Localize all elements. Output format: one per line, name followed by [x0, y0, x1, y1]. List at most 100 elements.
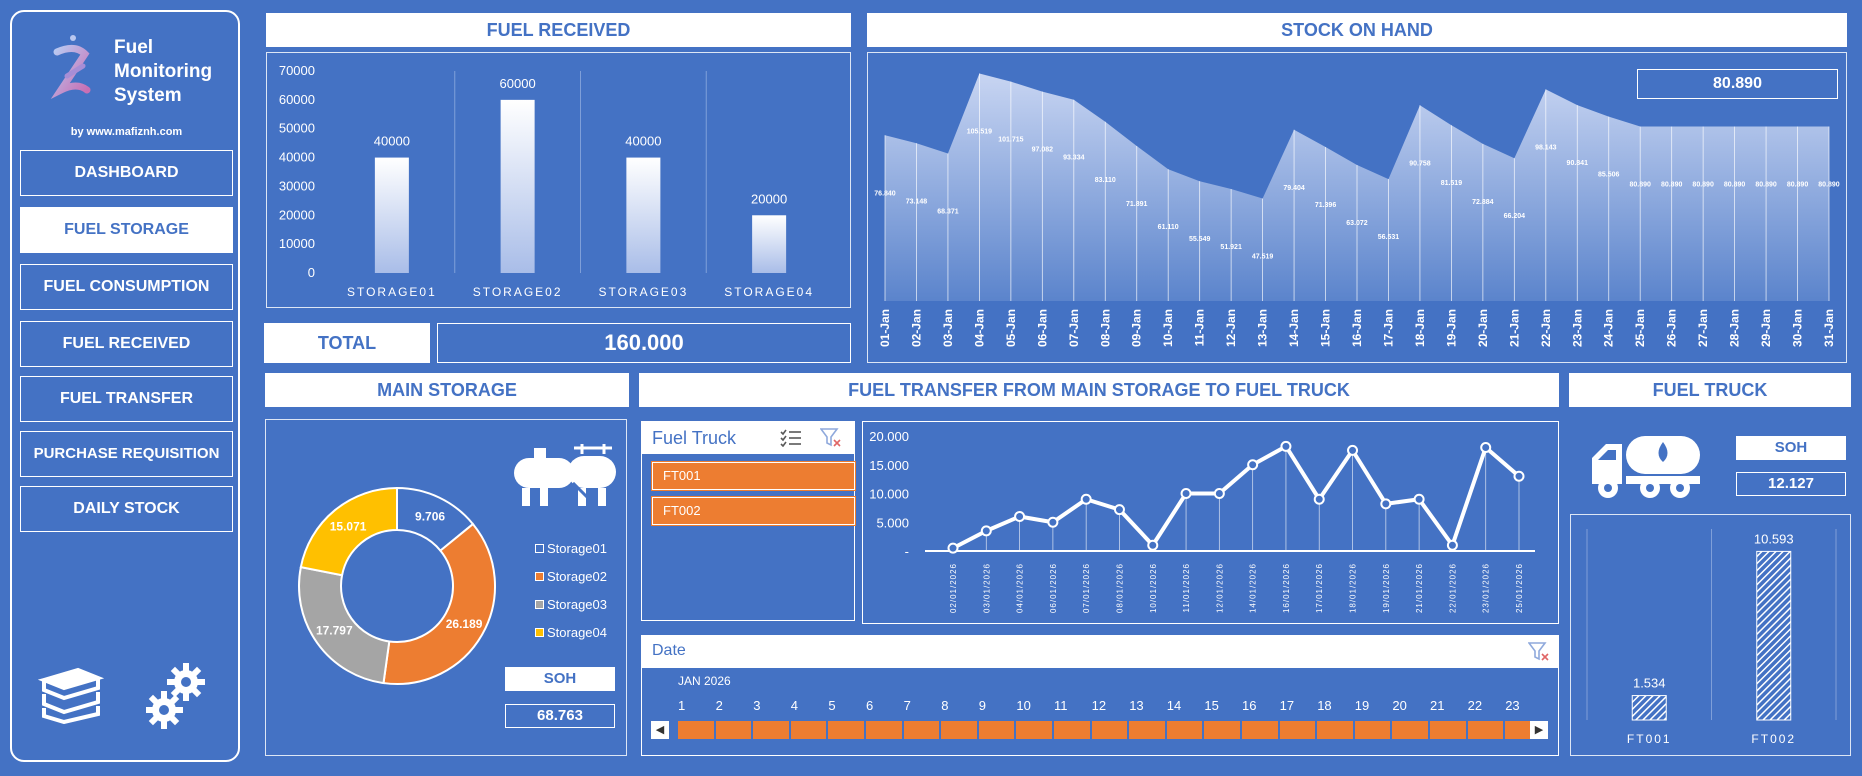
x-tick-label: 29-Jan	[1759, 309, 1773, 347]
date-day-block[interactable]	[1430, 721, 1466, 739]
slicer-item-ft002[interactable]: FT002	[651, 496, 856, 526]
data-label: 80.890	[1818, 182, 1840, 189]
main-storage-soh-value: 68.763	[505, 704, 615, 728]
x-tick-label: 21-Jan	[1507, 309, 1521, 347]
y-tick-label: 5.000	[876, 515, 909, 530]
nav-fuel-consumption-button[interactable]: FUEL CONSUMPTION	[20, 264, 233, 310]
data-label: 80.890	[1692, 182, 1714, 189]
slicer-item-ft001[interactable]: FT001	[651, 461, 856, 491]
date-day-block[interactable]	[1242, 721, 1278, 739]
data-label: 60000	[500, 76, 536, 91]
date-day-block[interactable]	[1129, 721, 1165, 739]
x-tick-label: 22-Jan	[1539, 309, 1553, 347]
app-title-line2: Monitoring	[114, 61, 213, 82]
date-day-label: 18	[1317, 698, 1332, 713]
bar-ft001	[1631, 695, 1667, 721]
data-label: 80.890	[1661, 182, 1683, 189]
bar-storage01	[374, 157, 409, 273]
x-tick-label: 21/01/2026	[1415, 563, 1424, 613]
x-tick-label: 17/01/2026	[1315, 563, 1324, 613]
stock-on-hand-value: 80.890	[1637, 69, 1838, 99]
date-day-block[interactable]	[1016, 721, 1052, 739]
x-tick-label: STORAGE04	[724, 285, 814, 299]
date-day-block[interactable]	[903, 721, 940, 739]
x-tick-label: 14/01/2026	[1249, 563, 1258, 613]
legend-label: Storage01	[547, 541, 607, 556]
date-day-block[interactable]	[1279, 721, 1316, 739]
fuel-truck-title: FUEL TRUCK	[1569, 373, 1851, 407]
date-day-block[interactable]	[1354, 721, 1391, 739]
nav-dashboard-button[interactable]: DASHBOARD	[20, 150, 233, 196]
total-label: TOTAL	[264, 323, 430, 363]
date-day-block[interactable]	[1166, 721, 1203, 739]
nav-purchase-requisition-button[interactable]: PURCHASE REQUISITION	[20, 431, 233, 477]
data-label: 40000	[374, 134, 410, 149]
x-tick-label: 05-Jan	[1004, 309, 1018, 347]
date-day-block[interactable]	[828, 721, 864, 739]
legend-item: Storage03	[535, 591, 607, 619]
date-day-block[interactable]	[1317, 721, 1353, 739]
date-day-block[interactable]	[715, 721, 752, 739]
data-label: 80.890	[1629, 182, 1651, 189]
x-tick-label: 24-Jan	[1602, 309, 1616, 347]
nav-daily-stock-button[interactable]: DAILY STOCK	[20, 486, 233, 532]
date-clear-filter-icon[interactable]	[1527, 642, 1550, 667]
date-day-label: 21	[1430, 698, 1445, 713]
date-day-block[interactable]	[978, 721, 1015, 739]
multi-select-icon[interactable]	[780, 429, 802, 452]
date-day-block[interactable]	[1091, 721, 1128, 739]
data-label: 63.072	[1346, 220, 1368, 227]
x-tick-label: 01-Jan	[878, 309, 892, 347]
x-tick-label: 18-Jan	[1413, 309, 1427, 347]
bar-ft002	[1756, 550, 1792, 721]
data-label: 98.143	[1535, 144, 1557, 151]
date-day-block[interactable]	[1204, 721, 1240, 739]
y-tick-label: 10.000	[869, 487, 909, 502]
data-point	[1047, 516, 1059, 528]
fuel-truck-icon	[1590, 432, 1702, 505]
date-day-label: 5	[828, 698, 836, 713]
data-label: 90.758	[1409, 160, 1431, 167]
date-day-block[interactable]	[1392, 721, 1428, 739]
x-tick-label: STORAGE03	[598, 285, 688, 299]
date-day-block[interactable]	[866, 721, 902, 739]
slice-storage04	[299, 486, 398, 577]
date-day-block[interactable]	[790, 721, 827, 739]
x-tick-label: FT001	[1627, 732, 1672, 746]
date-day-block[interactable]	[753, 721, 789, 739]
date-day-label: 15	[1204, 698, 1219, 713]
nav-fuel-transfer-button[interactable]: FUEL TRANSFER	[20, 376, 233, 422]
nav-fuel-storage-button[interactable]: FUEL STORAGE	[20, 207, 233, 253]
date-slicer-title: Date	[652, 642, 686, 659]
fuel-received-panel: 0 10000 20000 30000 40000 50000 60000 70000 4000…	[266, 52, 851, 308]
books-icon[interactable]	[37, 664, 105, 729]
date-day-block[interactable]	[678, 721, 714, 739]
clear-filter-icon[interactable]	[819, 428, 842, 453]
timeline-left-arrow[interactable]: ◀	[651, 721, 669, 739]
data-point	[947, 542, 959, 554]
data-label: 85.506	[1598, 172, 1620, 179]
fuel-transfer-title: FUEL TRANSFER FROM MAIN STORAGE TO FUEL …	[639, 373, 1559, 407]
y-tick-label: 70000	[279, 63, 315, 78]
x-tick-label: 22/01/2026	[1448, 563, 1457, 613]
date-day-label: 17	[1279, 698, 1295, 713]
date-day-block[interactable]	[1054, 721, 1090, 739]
main-storage-soh-label: SOH	[505, 667, 615, 691]
legend-label: Storage03	[547, 597, 607, 612]
date-day-block[interactable]	[1467, 721, 1504, 739]
date-day-block[interactable]	[941, 721, 977, 739]
data-label: 1.534	[1633, 676, 1666, 691]
fuel-truck-panel: 1.534 FT001 10.593 FT002	[1570, 514, 1851, 756]
gear-icon[interactable]	[145, 662, 206, 735]
x-tick-label: 15-Jan	[1319, 309, 1333, 347]
fuel-truck-slicer: Fuel Truck FT001 FT002	[641, 421, 856, 621]
nav-fuel-received-button[interactable]: FUEL RECEIVED	[20, 321, 233, 367]
x-tick-label: 14-Jan	[1287, 309, 1301, 347]
x-tick-label: 07/01/2026	[1082, 563, 1091, 613]
x-tick-label: 16-Jan	[1350, 309, 1364, 347]
x-tick-label: STORAGE01	[347, 285, 437, 299]
x-tick-label: 03-Jan	[941, 309, 955, 347]
legend-swatch	[535, 600, 544, 609]
x-tick-label: 04-Jan	[972, 309, 986, 347]
timeline-right-arrow[interactable]: ▶	[1530, 721, 1548, 739]
